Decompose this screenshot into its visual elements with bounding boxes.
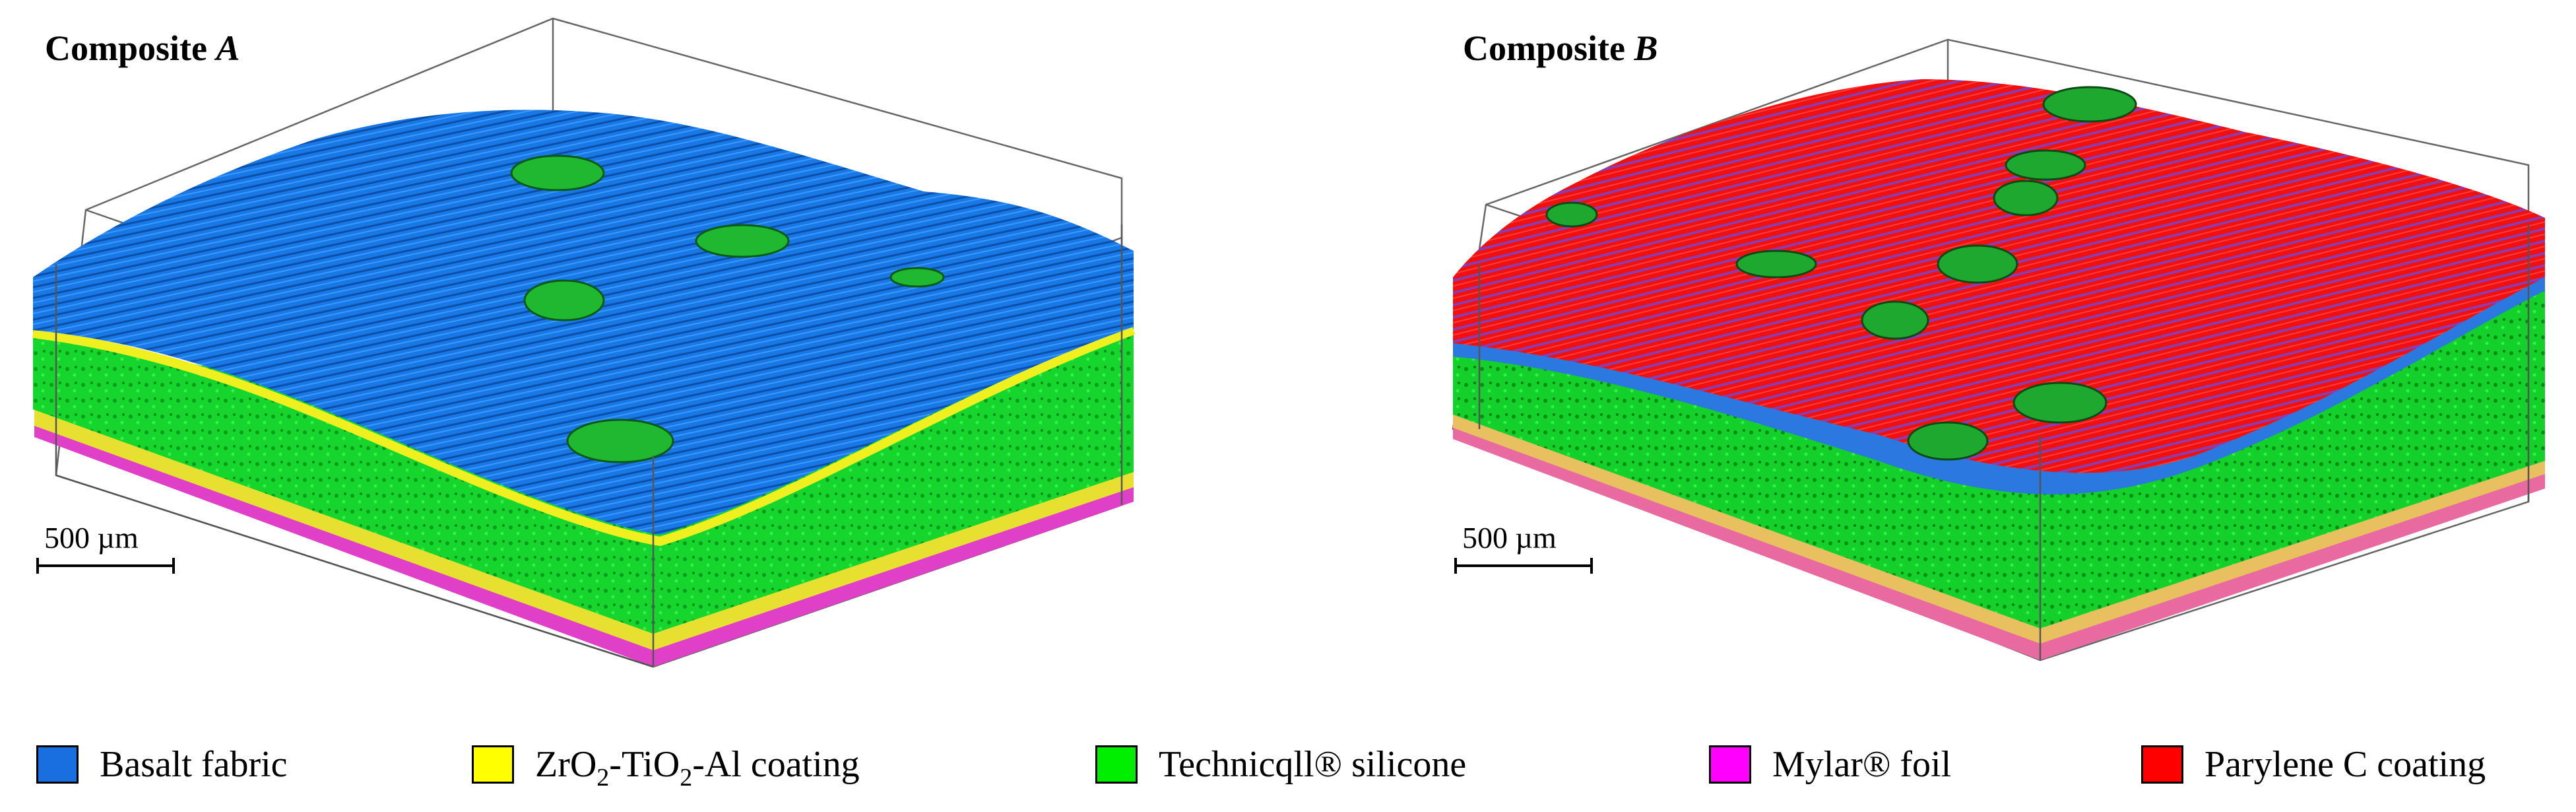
scale-label-a: 500 µm (44, 521, 139, 555)
scale-line-a (36, 558, 175, 574)
legend-item-parylene: Parylene C coating (2141, 738, 2486, 791)
weave-gaps-a (510, 154, 945, 463)
legend-label-zro2: ZrO2-TiO2-Al coating (535, 744, 860, 792)
panel-composite-b: Composite B 500 µm (1288, 0, 2576, 706)
zro2-interface-a (32, 325, 1136, 547)
scale-label-b: 500 µm (1462, 521, 1557, 555)
scale-bar-b: 500 µm (1454, 520, 1593, 574)
composite-a-render (32, 17, 1136, 668)
basalt-fabric-a (33, 110, 1134, 535)
legend-label-silicone: Technicqll® silicone (1159, 744, 1467, 785)
legend-swatch-basalt (36, 745, 79, 784)
legend-swatch-zro2 (472, 745, 514, 784)
panel-title-b-text: Composite (1463, 28, 1625, 68)
legend-item-zro2: ZrO2-TiO2-Al coating (472, 738, 860, 792)
weave-gaps-b (1545, 86, 2137, 461)
legend-item-silicone: Technicqll® silicone (1095, 738, 1466, 791)
panel-title-a: Composite A (45, 28, 240, 69)
panel-title-b: Composite B (1463, 28, 1658, 69)
legend-item-basalt: Basalt fabric (36, 738, 288, 791)
panel-title-a-text: Composite (45, 28, 207, 68)
legend-label-parylene: Parylene C coating (2205, 744, 2486, 785)
panel-title-a-letter: A (216, 28, 240, 68)
composite-b-render (1452, 38, 2545, 661)
panel-title-b-letter: B (1634, 28, 1658, 68)
legend-label-mylar: Mylar® foil (1772, 744, 1952, 785)
legend-swatch-silicone (1095, 745, 1138, 784)
scale-bar-a: 500 µm (36, 520, 175, 574)
legend-item-mylar: Mylar® foil (1709, 738, 1951, 791)
scale-line-b (1454, 558, 1593, 574)
panel-composite-a: Composite A 500 µm (0, 0, 1288, 706)
legend-swatch-mylar (1709, 745, 1751, 784)
legend: Basalt fabric ZrO2-TiO2-Al coating Techn… (0, 738, 2576, 792)
legend-swatch-parylene (2141, 745, 2183, 784)
legend-label-basalt: Basalt fabric (100, 744, 288, 785)
